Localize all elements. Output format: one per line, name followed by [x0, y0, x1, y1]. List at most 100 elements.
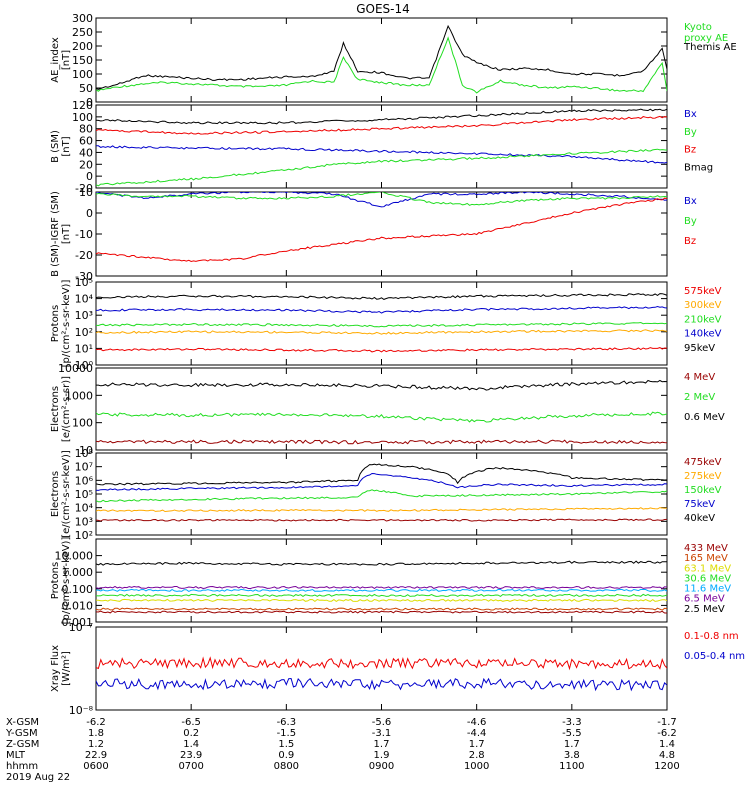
legend-label: 2.5 MeV: [684, 604, 725, 615]
y-tick-label: 10⁻⁸: [69, 704, 94, 717]
legend-label-line: proxy AE: [684, 33, 728, 44]
series-line-bz: [96, 115, 667, 135]
y-tick-label: 10³: [75, 309, 93, 322]
y-tick-label: 10⁵: [75, 488, 93, 501]
series-line-75kev: [96, 472, 667, 491]
series-line-0-05-0-4-nm: [96, 677, 667, 692]
legend-label: 4 MeV: [684, 372, 715, 383]
x-row-value: 2.8: [469, 750, 485, 761]
legend-label: 6.5 MeV: [684, 594, 725, 605]
y-axis-label-line: Protons: [50, 562, 61, 599]
legend-label-line: 433 MeV: [684, 543, 728, 554]
x-row-value: 1.2: [88, 739, 104, 750]
y-tick-label: 10⁰: [75, 359, 94, 372]
y-axis-label: B (SM)-IGRF (SM)[nT]: [50, 191, 72, 277]
series-line-2-mev: [96, 411, 667, 423]
x-row-value: 1000: [464, 761, 489, 772]
y-tick-label: 120: [72, 99, 93, 112]
y-tick-label: 100: [72, 111, 93, 124]
y-tick-label: 1.000: [62, 566, 94, 579]
legend-label: 0.1-0.8 nm: [684, 631, 739, 642]
y-axis-label-line: [e/(cm²-s-sr-keV)]: [61, 450, 72, 538]
y-axis-label-line: [p/(cm²-s-sr-keV)]: [61, 280, 72, 368]
x-row-value: 3.8: [564, 750, 580, 761]
y-tick-label: 1000: [65, 389, 93, 402]
y-tick-label: -20: [75, 249, 93, 262]
x-row-value: 1.9: [374, 750, 390, 761]
panel-frame: [95, 17, 668, 103]
legend-label: 30.6 MeV: [684, 573, 731, 584]
x-row-value: -3.1: [372, 728, 392, 739]
legend-label-line: 2.5 MeV: [684, 604, 725, 615]
legend-label: 300keV: [684, 300, 722, 311]
x-row-value: 1.7: [469, 739, 485, 750]
legend-label-line: 95keV: [684, 343, 715, 354]
y-tick-label: 10.000: [55, 550, 94, 563]
y-axis-label: Xray Flux[W/m²]: [50, 645, 72, 692]
series-line-0-6-mev: [96, 379, 667, 391]
legend-label-line: Bx: [684, 196, 697, 207]
y-axis-label-line: [nT]: [61, 50, 72, 70]
x-row-value: 0900: [369, 761, 394, 772]
y-axis-label-line: Electrons: [50, 471, 61, 517]
x-row-value: 0.2: [183, 728, 199, 739]
legend-label-line: 475keV: [684, 457, 722, 468]
legend-label-line: By: [684, 127, 697, 138]
y-tick-label: -30: [75, 270, 93, 283]
legend-label: 0.6 MeV: [684, 412, 725, 423]
legend-label-line: 40keV: [684, 513, 715, 524]
y-axis-label-line: Electrons: [50, 386, 61, 432]
panel-frame: [95, 626, 668, 711]
legend-label: 165 MeV: [684, 553, 728, 564]
y-tick-label: 10²: [75, 326, 93, 339]
y-tick-label: 100: [72, 417, 93, 430]
legend-label: Themis AE: [683, 42, 737, 53]
series-line-0-1-0-8-nm: [96, 656, 667, 671]
x-row-value: 1.7: [374, 739, 390, 750]
x-row-value: -6.3: [277, 717, 297, 728]
y-axis-label: Protons[p/(cm²-s-sr-keV)]: [50, 537, 72, 625]
legend-label-line: 165 MeV: [684, 553, 728, 564]
legend-label: 2 MeV: [684, 392, 715, 403]
legend-label-line: Bz: [684, 145, 696, 156]
legend-label-line: 2 MeV: [684, 392, 715, 403]
x-row-label: Z-GSM: [6, 739, 39, 750]
y-tick-label: 200: [72, 40, 93, 53]
x-row-value: -4.4: [467, 728, 487, 739]
legend-label-line: 63.1 MeV: [684, 563, 731, 574]
y-axis-label-line: B (SM): [50, 130, 61, 163]
legend-label-line: Themis AE: [683, 42, 737, 53]
series-line-575kev: [96, 347, 667, 353]
series-line-2-5-mev: [96, 560, 667, 566]
y-axis-label: Electrons[e/(cm²-s-sr-keV)]: [50, 450, 72, 538]
y-axis-label: Electrons[e/(cm²-s-sr)]: [50, 376, 72, 442]
legend-label-line: By: [684, 216, 697, 227]
legend-label-line: Bz: [684, 236, 696, 247]
x-row-value: 1100: [559, 761, 584, 772]
panel-frame: [95, 191, 668, 277]
x-row-value: -6.2: [657, 728, 677, 739]
series-line-themis-ae: [96, 24, 667, 90]
legend-label-line: 0.1-0.8 nm: [684, 631, 739, 642]
legend-label: Bmag: [684, 162, 713, 173]
series-line-30-6-mev: [96, 593, 667, 598]
y-tick-label: 300: [72, 12, 93, 25]
x-row-value: -3.3: [562, 717, 582, 728]
legend-label-line: 210keV: [684, 314, 722, 325]
legend-label-line: 0.6 MeV: [684, 412, 725, 423]
series-line-bz: [96, 197, 667, 263]
panel-4: 10⁰10¹10²10³10⁴10⁵Protons[p/(cm²-s-sr-ke…: [50, 276, 722, 372]
y-axis-label-line: Protons: [50, 305, 61, 342]
x-row-value: -5.5: [562, 728, 582, 739]
series-line-210kev: [96, 321, 667, 328]
x-row-value: -1.5: [277, 728, 297, 739]
y-axis-label-line: [p/(cm²-s-sr-keV)]: [61, 537, 72, 625]
legend-label-line: Kyoto: [684, 22, 712, 33]
y-tick-label: 10000: [58, 362, 93, 375]
y-tick-label: 10⁻⁷: [69, 621, 93, 634]
y-axis-label-line: [nT]: [61, 224, 72, 244]
legend-label: By: [684, 216, 697, 227]
legend-label-line: 75keV: [684, 499, 715, 510]
series-line-11-6-mev: [96, 588, 667, 592]
y-tick-label: 250: [72, 26, 93, 39]
